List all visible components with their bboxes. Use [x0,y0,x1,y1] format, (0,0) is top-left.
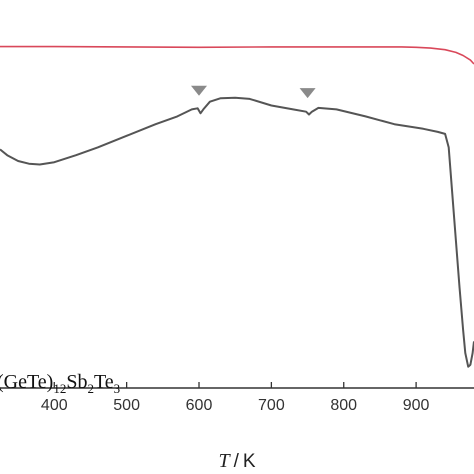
sample-label-part: Sb [66,371,87,393]
series-line-2 [0,96,474,368]
sample-label-subscript: 2 [87,381,94,396]
x-tick-label-700: 700 [258,397,285,414]
x-axis-title: T / K [218,450,255,472]
sample-label-subscript: 3 [114,381,121,396]
peak-markers [191,85,316,99]
x-tick-label-900: 900 [403,397,430,414]
sample-label-part: Te [94,371,114,393]
sample-label-subscript: 12 [53,381,66,396]
plot-area [0,45,474,368]
x-tick-label-500: 500 [113,397,140,414]
sample-label: (GeTe)12Sb2Te3 [0,371,120,396]
x-axis-unit: K [243,451,256,472]
x-axis: 400 500 600 700 800 900 [0,382,474,414]
x-axis-symbol: T [218,450,231,472]
x-tick-label-800: 800 [330,397,357,414]
x-axis-unit-separator: / [234,451,240,472]
peak-marker-1 [191,85,207,96]
peak-marker-2 [299,88,316,99]
series-line-1 [0,45,474,65]
x-tick-label-600: 600 [186,397,213,414]
x-tick-label-400: 400 [41,397,68,414]
sample-label-part: (GeTe) [0,371,53,393]
